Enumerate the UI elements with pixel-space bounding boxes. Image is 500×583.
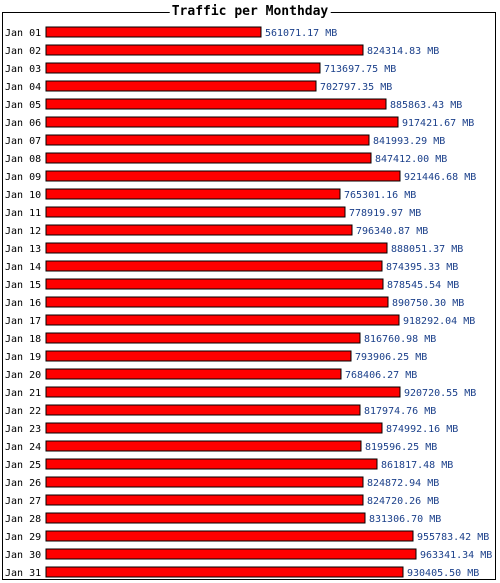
day-label: Jan 16 xyxy=(5,298,41,309)
traffic-bar xyxy=(45,440,362,452)
day-label: Jan 08 xyxy=(5,154,41,165)
value-label: 885863.43 MB xyxy=(390,100,462,111)
traffic-bar xyxy=(45,350,352,362)
value-label: 890750.30 MB xyxy=(392,298,464,309)
day-label: Jan 21 xyxy=(5,388,41,399)
value-label: 713697.75 MB xyxy=(324,64,396,75)
day-label: Jan 11 xyxy=(5,208,41,219)
day-label: Jan 02 xyxy=(5,46,41,57)
day-label: Jan 01 xyxy=(5,28,41,39)
traffic-bar xyxy=(45,26,262,38)
traffic-bar xyxy=(45,494,364,506)
day-label: Jan 10 xyxy=(5,190,41,201)
traffic-bar xyxy=(45,278,384,290)
traffic-bar xyxy=(45,224,353,236)
day-label: Jan 15 xyxy=(5,280,41,291)
day-label: Jan 18 xyxy=(5,334,41,345)
value-label: 888051.37 MB xyxy=(391,244,463,255)
traffic-bar xyxy=(45,296,389,308)
day-label: Jan 17 xyxy=(5,316,41,327)
value-label: 796340.87 MB xyxy=(356,226,428,237)
value-label: 955783.42 MB xyxy=(417,532,489,543)
value-label: 917421.67 MB xyxy=(402,118,474,129)
day-label: Jan 13 xyxy=(5,244,41,255)
day-label: Jan 26 xyxy=(5,478,41,489)
day-label: Jan 30 xyxy=(5,550,41,561)
traffic-bar xyxy=(45,116,399,128)
traffic-bar xyxy=(45,566,404,578)
value-label: 861817.48 MB xyxy=(381,460,453,471)
traffic-bar xyxy=(45,548,417,560)
value-label: 765301.16 MB xyxy=(344,190,416,201)
value-label: 778919.97 MB xyxy=(349,208,421,219)
value-label: 561071.17 MB xyxy=(265,28,337,39)
traffic-bar xyxy=(45,422,383,434)
day-label: Jan 24 xyxy=(5,442,41,453)
traffic-bar xyxy=(45,386,401,398)
value-label: 930405.50 MB xyxy=(407,568,479,579)
day-label: Jan 25 xyxy=(5,460,41,471)
traffic-bar xyxy=(45,404,361,416)
value-label: 918292.04 MB xyxy=(403,316,475,327)
traffic-bar xyxy=(45,530,414,542)
traffic-bar xyxy=(45,80,317,92)
traffic-bar xyxy=(45,332,361,344)
traffic-bar xyxy=(45,62,321,74)
day-label: Jan 14 xyxy=(5,262,41,273)
traffic-bar xyxy=(45,242,388,254)
traffic-bar xyxy=(45,44,364,56)
traffic-bar xyxy=(45,98,387,110)
value-label: 847412.00 MB xyxy=(375,154,447,165)
day-label: Jan 03 xyxy=(5,64,41,75)
traffic-bar xyxy=(45,314,400,326)
value-label: 921446.68 MB xyxy=(404,172,476,183)
traffic-bar xyxy=(45,476,364,488)
day-label: Jan 09 xyxy=(5,172,41,183)
value-label: 819596.25 MB xyxy=(365,442,437,453)
value-label: 793906.25 MB xyxy=(355,352,427,363)
traffic-bar xyxy=(45,134,370,146)
traffic-bar xyxy=(45,170,401,182)
value-label: 824720.26 MB xyxy=(367,496,439,507)
day-label: Jan 31 xyxy=(5,568,41,579)
day-label: Jan 05 xyxy=(5,100,41,111)
traffic-bar xyxy=(45,368,342,380)
day-label: Jan 20 xyxy=(5,370,41,381)
chart-title: Traffic per Monthday xyxy=(169,4,331,20)
value-label: 841993.29 MB xyxy=(373,136,445,147)
value-label: 817974.76 MB xyxy=(364,406,436,417)
value-label: 768406.27 MB xyxy=(345,370,417,381)
traffic-bar xyxy=(45,458,378,470)
traffic-bar xyxy=(45,260,383,272)
traffic-bar xyxy=(45,206,346,218)
traffic-bar xyxy=(45,152,372,164)
value-label: 702797.35 MB xyxy=(320,82,392,93)
value-label: 816760.98 MB xyxy=(364,334,436,345)
day-label: Jan 28 xyxy=(5,514,41,525)
traffic-bar xyxy=(45,512,366,524)
value-label: 963341.34 MB xyxy=(420,550,492,561)
day-label: Jan 23 xyxy=(5,424,41,435)
day-label: Jan 04 xyxy=(5,82,41,93)
value-label: 831306.70 MB xyxy=(369,514,441,525)
value-label: 824314.83 MB xyxy=(367,46,439,57)
day-label: Jan 27 xyxy=(5,496,41,507)
day-label: Jan 06 xyxy=(5,118,41,129)
day-label: Jan 07 xyxy=(5,136,41,147)
day-label: Jan 12 xyxy=(5,226,41,237)
value-label: 920720.55 MB xyxy=(404,388,476,399)
day-label: Jan 22 xyxy=(5,406,41,417)
traffic-bar xyxy=(45,188,341,200)
value-label: 878545.54 MB xyxy=(387,280,459,291)
day-label: Jan 19 xyxy=(5,352,41,363)
value-label: 824872.94 MB xyxy=(367,478,439,489)
value-label: 874992.16 MB xyxy=(386,424,458,435)
day-label: Jan 29 xyxy=(5,532,41,543)
value-label: 874395.33 MB xyxy=(386,262,458,273)
